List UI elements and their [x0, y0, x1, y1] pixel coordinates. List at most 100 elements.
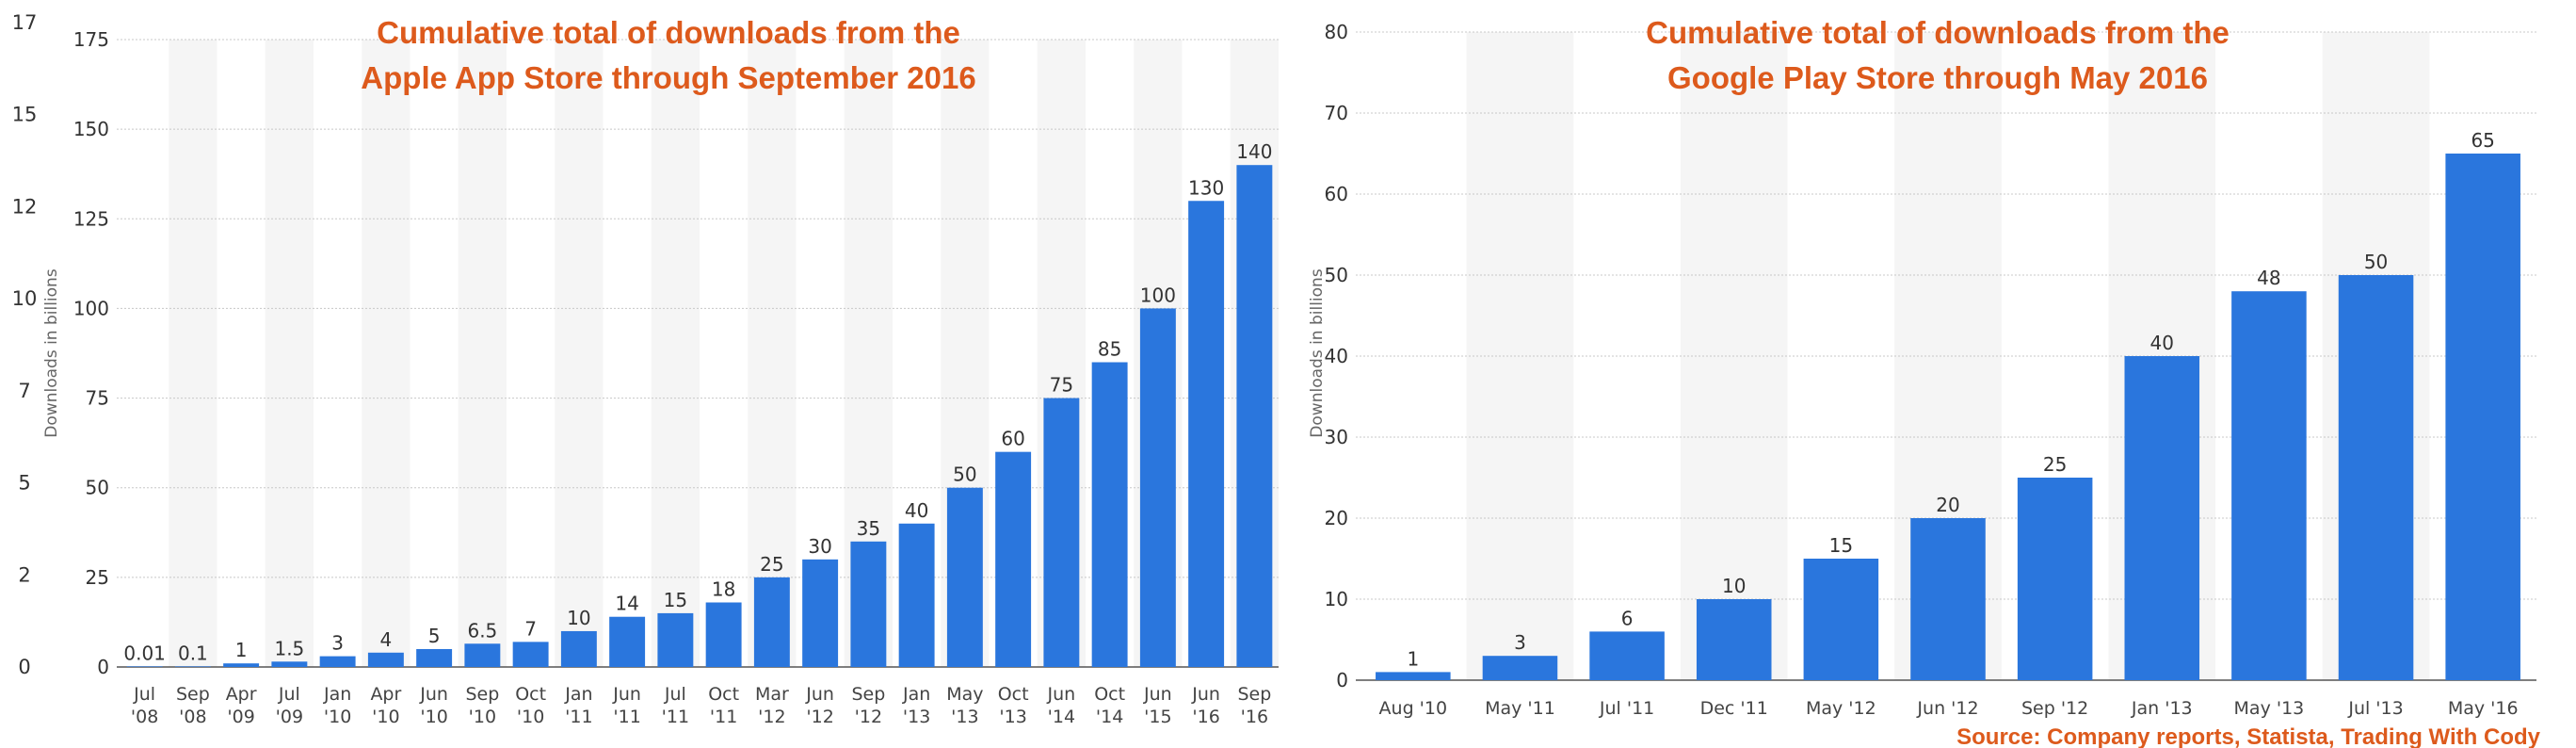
x-tick-label: '16 — [1192, 707, 1219, 727]
data-label: 7 — [524, 617, 537, 640]
bar — [271, 661, 308, 667]
x-tick-label: Jan '13 — [2131, 698, 2193, 719]
y-tick-label: 80 — [1325, 21, 1348, 43]
x-tick-label: Jan — [323, 684, 351, 705]
x-tick-label: Sep — [1237, 684, 1271, 705]
y-tick-label: 10 — [1325, 588, 1348, 610]
x-tick-label: '12 — [806, 707, 833, 727]
data-label: 4 — [380, 628, 393, 651]
data-label: 25 — [2043, 453, 2067, 476]
x-tick-label: Jun — [419, 684, 448, 705]
x-tick-label: Jan — [902, 684, 930, 705]
data-label: 10 — [1722, 575, 1746, 597]
x-tick-label: Jun — [1143, 684, 1172, 705]
x-tick-label: Jan — [564, 684, 592, 705]
background-band — [362, 40, 411, 667]
x-tick-label: '09 — [227, 707, 254, 727]
data-label: 20 — [1936, 494, 1959, 516]
x-tick-label: Jul '11 — [1599, 698, 1654, 719]
outer-axis-label: 10 — [12, 287, 38, 310]
data-label: 1 — [1407, 647, 1419, 670]
x-tick-label: '08 — [131, 707, 158, 727]
bar — [1236, 165, 1273, 667]
data-label: 1 — [235, 639, 248, 661]
x-tick-label: '12 — [855, 707, 882, 727]
outer-axis-label: 7 — [18, 380, 30, 402]
data-label: 65 — [2471, 129, 2494, 152]
bar — [850, 541, 887, 667]
bar — [319, 656, 356, 667]
x-tick-label: '11 — [662, 707, 689, 727]
x-tick-label: '14 — [1048, 707, 1075, 727]
data-label: 40 — [905, 499, 928, 522]
source-note: Source: Company reports, Statista, Tradi… — [1956, 724, 2541, 748]
y-tick-label: 0 — [1336, 669, 1348, 691]
bar — [174, 666, 211, 667]
x-tick-label: May — [946, 684, 983, 705]
x-tick-label: Apr — [226, 684, 257, 705]
y-tick-label: 75 — [86, 387, 109, 410]
bar — [2338, 275, 2414, 680]
bar — [802, 559, 839, 667]
data-label: 10 — [567, 607, 590, 629]
outer-axis-label: 5 — [18, 472, 30, 495]
data-label: 140 — [1236, 140, 1272, 163]
chart-title-line-1: Cumulative total of downloads from the — [377, 15, 960, 50]
bar — [946, 487, 983, 667]
data-label: 6 — [1621, 607, 1634, 629]
background-band — [1466, 32, 1574, 680]
x-tick-label: '10 — [517, 707, 544, 727]
x-tick-label: Jul '13 — [2347, 698, 2403, 719]
y-tick-label: 100 — [73, 297, 109, 319]
x-tick-label: Sep — [851, 684, 885, 705]
x-tick-label: Jun — [1047, 684, 1076, 705]
x-tick-label: '13 — [951, 707, 978, 727]
bar — [657, 612, 694, 667]
x-tick-label: '15 — [1144, 707, 1171, 727]
x-tick-label: May '13 — [2234, 698, 2305, 719]
data-label: 0.1 — [178, 642, 208, 664]
x-tick-label: May '12 — [1806, 698, 1876, 719]
y-axis-label: Downloads in billions — [42, 268, 61, 438]
data-label: 6.5 — [467, 619, 497, 642]
x-tick-label: Jul — [133, 684, 155, 705]
data-label: 75 — [1050, 374, 1073, 397]
bar — [126, 666, 163, 667]
bar — [1482, 656, 1558, 680]
bar — [1188, 201, 1225, 667]
x-tick-label: '11 — [613, 707, 640, 727]
outer-axis-label: 0 — [18, 656, 30, 678]
background-band — [169, 40, 217, 667]
bar — [416, 648, 453, 667]
x-tick-label: Sep — [465, 684, 499, 705]
x-tick-label: Sep — [176, 684, 210, 705]
x-tick-label: '14 — [1096, 707, 1123, 727]
data-label: 60 — [1001, 428, 1024, 450]
x-tick-label: Mar — [755, 684, 789, 705]
data-label: 3 — [331, 632, 344, 655]
data-label: 15 — [1829, 534, 1853, 557]
bar — [898, 523, 935, 667]
background-band — [651, 40, 700, 667]
x-tick-label: Oct — [515, 684, 546, 705]
y-tick-label: 150 — [73, 118, 109, 140]
y-tick-label: 30 — [1325, 426, 1348, 448]
x-tick-label: '09 — [276, 707, 303, 727]
y-tick-label: 20 — [1325, 507, 1348, 529]
y-tick-label: 70 — [1325, 102, 1348, 124]
x-tick-label: Sep '12 — [2021, 698, 2088, 719]
y-tick-label: 25 — [86, 566, 109, 589]
x-tick-label: Oct — [998, 684, 1029, 705]
x-tick-label: Oct — [708, 684, 739, 705]
x-tick-label: '16 — [1241, 707, 1268, 727]
data-label: 35 — [857, 517, 880, 540]
bar — [705, 602, 742, 667]
bar — [2445, 154, 2520, 680]
chart-title-line-2: Google Play Store through May 2016 — [1667, 60, 2208, 95]
x-tick-label: Jul — [278, 684, 300, 705]
bar — [2124, 356, 2200, 680]
outer-axis-label: 2 — [18, 563, 30, 586]
data-label: 14 — [615, 593, 638, 615]
x-tick-label: '10 — [372, 707, 399, 727]
background-band — [555, 40, 604, 667]
